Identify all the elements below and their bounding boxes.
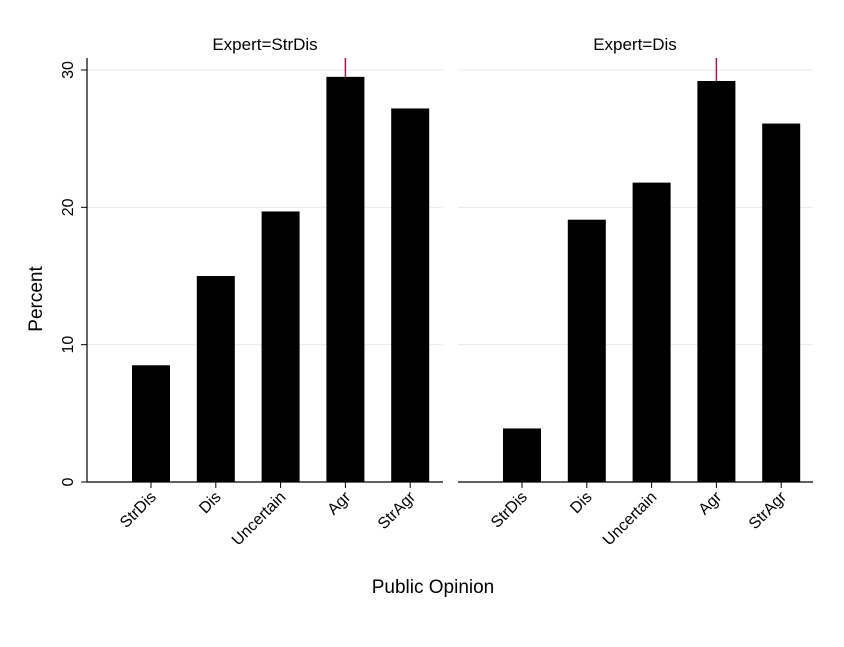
x-tick-label: StrAgr bbox=[375, 488, 420, 533]
bar-agr bbox=[326, 76, 365, 482]
x-tick-label: StrDis bbox=[488, 489, 531, 532]
y-tick-label: 10 bbox=[60, 336, 77, 354]
x-tick-label: Agr bbox=[325, 488, 355, 518]
bar-agr bbox=[697, 80, 736, 482]
bar-strdis bbox=[503, 428, 541, 482]
y-tick-label: 30 bbox=[60, 61, 77, 79]
panel-title: Expert=StrDis bbox=[212, 35, 317, 54]
bar-uncertain bbox=[632, 182, 671, 482]
y-axis-title: Percent bbox=[26, 266, 47, 332]
x-tick-label: Uncertain bbox=[229, 489, 289, 549]
panel-1: StrDis Dis Uncertain Agr StrAgr Expert=StrDis bbox=[87, 35, 443, 549]
bar-stragr bbox=[391, 108, 430, 482]
bar-dis bbox=[567, 219, 606, 482]
bar-stragr bbox=[762, 123, 801, 482]
y-tick-label: 20 bbox=[60, 198, 77, 216]
bar-strdis bbox=[132, 365, 170, 482]
x-tick-label: Dis bbox=[196, 489, 224, 517]
x-axis-title: Public Opinion bbox=[372, 577, 495, 598]
bar-dis bbox=[196, 276, 235, 482]
x-tick-label: Agr bbox=[696, 488, 726, 518]
x-tick-label: StrDis bbox=[117, 489, 160, 532]
x-tick-label: StrAgr bbox=[746, 488, 791, 533]
panel-title: Expert=Dis bbox=[593, 35, 677, 54]
bar-uncertain bbox=[261, 211, 300, 482]
panel-2: StrDis Dis Uncertain Agr StrAgr Expert=Dis bbox=[458, 35, 813, 549]
x-tick-label: Dis bbox=[567, 489, 595, 517]
x-tick-label: Uncertain bbox=[600, 489, 660, 549]
y-tick-label: 0 bbox=[60, 477, 77, 486]
